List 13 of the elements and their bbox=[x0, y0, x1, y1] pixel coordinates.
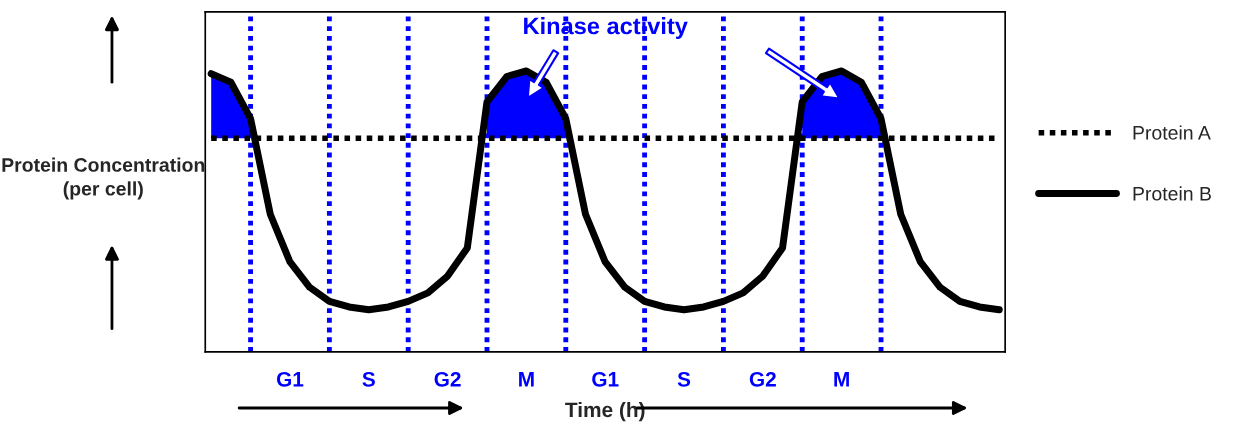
x-tick-label: S bbox=[362, 371, 375, 387]
x-tick-label: G1 bbox=[276, 371, 304, 387]
x-tick-label: S bbox=[677, 371, 691, 387]
x-tick-label: G1 bbox=[592, 371, 619, 387]
legend-label: Protein A bbox=[1133, 125, 1211, 140]
x-tick-label: M bbox=[519, 372, 534, 387]
x-tick-label: G2 bbox=[434, 371, 461, 387]
x-tick-label: G2 bbox=[749, 371, 776, 387]
legend-label: Protein B bbox=[1133, 186, 1211, 201]
text: Kinase activity bbox=[524, 17, 688, 40]
x-tick-label: M bbox=[834, 372, 849, 387]
y-axis-title: Protein Concentration (per cell) bbox=[2, 157, 205, 200]
x-axis-title: Time (h) bbox=[565, 401, 645, 422]
